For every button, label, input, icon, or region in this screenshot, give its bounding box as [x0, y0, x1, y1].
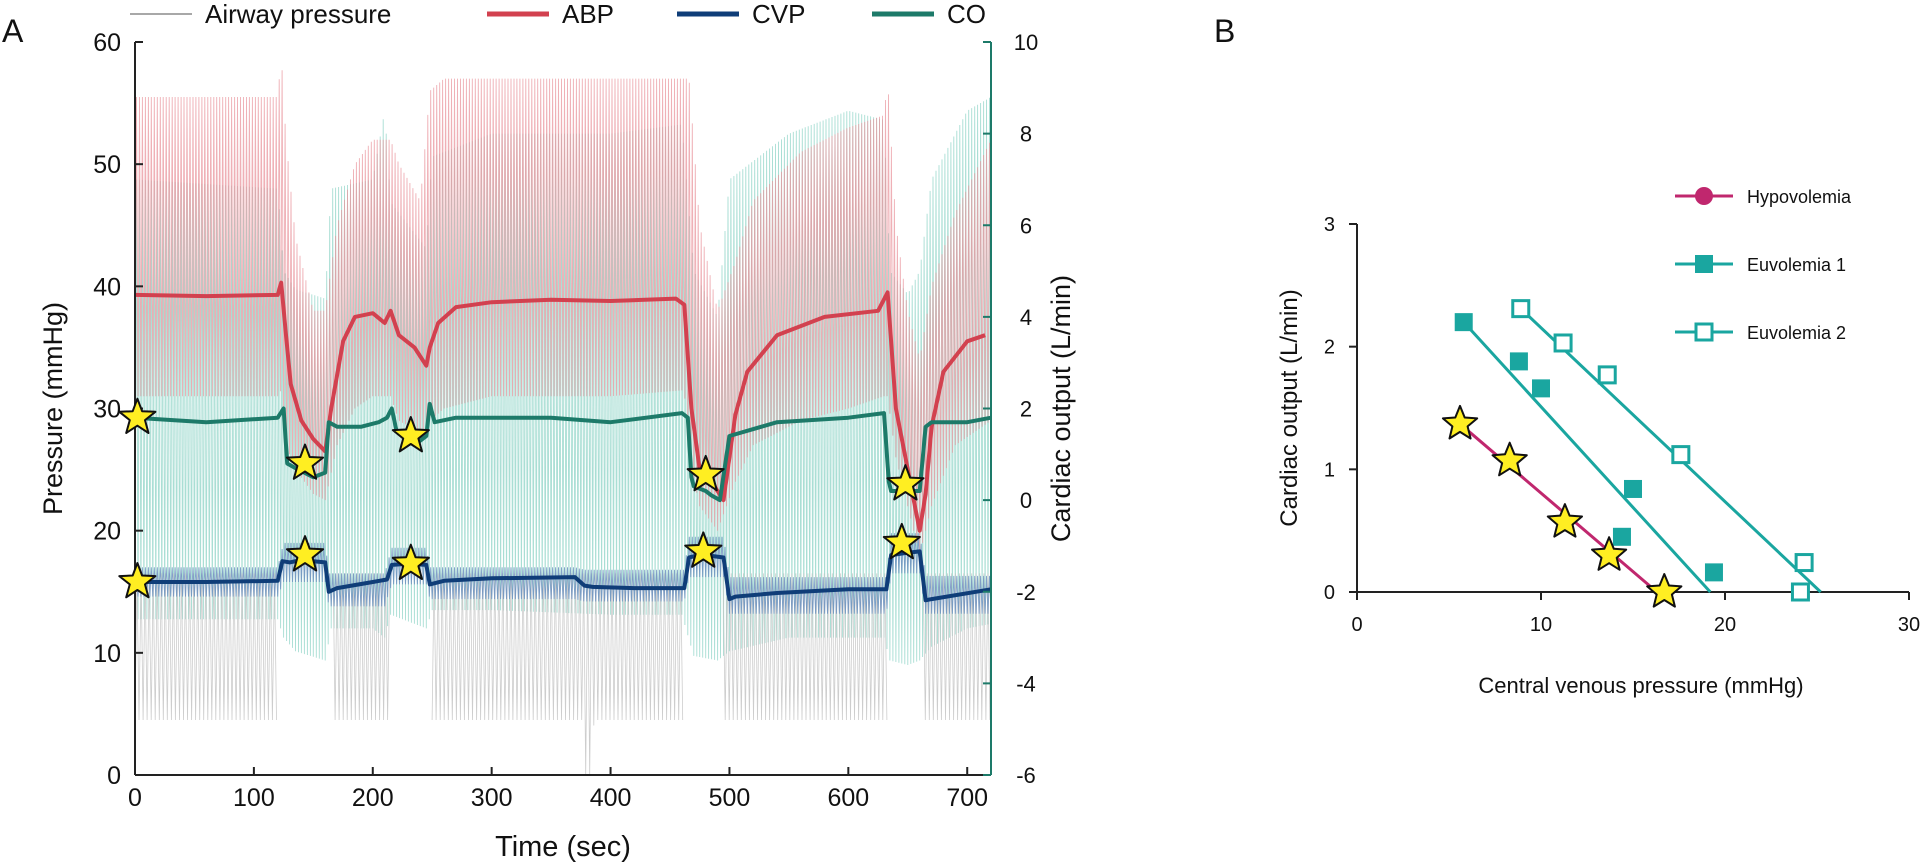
star-marker	[118, 562, 157, 599]
b-x-tick-label: 10	[1530, 614, 1552, 636]
legend-label-abp: ABP	[562, 0, 614, 29]
b-y-axis-title: Cardiac output (L/min)	[1276, 289, 1303, 526]
star-marker	[391, 416, 430, 453]
band-abp	[134, 70, 992, 556]
b-x-tick-label: 20	[1714, 614, 1736, 636]
y2-tick-label: 0	[1020, 488, 1032, 513]
y2-tick-label: 10	[1014, 30, 1038, 55]
fit-line-euvolemia-1	[1462, 321, 1712, 594]
star-marker	[684, 531, 723, 568]
b-y-tick-label: 3	[1324, 214, 1335, 236]
trace-co	[134, 401, 992, 503]
y2-axis-title: Cardiac output (L/min)	[1046, 275, 1076, 542]
star-marker	[686, 454, 725, 492]
star-marker	[886, 464, 925, 501]
y2-tick-label: 8	[1020, 122, 1032, 147]
x-axis-title: Time (sec)	[495, 831, 631, 863]
data-point-euvolemia-2	[1671, 445, 1691, 465]
b-legend-marker	[1695, 255, 1713, 273]
legend-label-airway-pressure: Airway pressure	[205, 0, 391, 29]
b-y-tick-label: 2	[1324, 337, 1335, 359]
y-tick-label: 60	[93, 29, 121, 57]
star-marker	[1546, 503, 1583, 538]
trace-abp	[134, 280, 986, 533]
fit-line-euvolemia-2	[1519, 307, 1822, 594]
star-marker	[1441, 404, 1479, 440]
panel-b-label: B	[1214, 13, 1235, 49]
trace-cvp	[135, 549, 992, 603]
data-point-euvolemia-2	[1597, 365, 1617, 385]
b-y-tick-label: 0	[1324, 582, 1335, 604]
b-x-tick-label: 30	[1898, 614, 1920, 636]
x-tick-label: 700	[946, 784, 988, 812]
star-marker	[1491, 441, 1528, 477]
b-legend-marker	[1695, 187, 1713, 205]
y-tick-label: 10	[93, 640, 121, 668]
data-point-euvolemia-1	[1454, 313, 1473, 332]
y2-tick-label: 2	[1020, 397, 1032, 422]
y-axis-title: Pressure (mmHg)	[38, 302, 68, 515]
x-tick-label: 200	[352, 784, 394, 812]
b-x-tick-label: 0	[1351, 614, 1362, 636]
data-point-euvolemia-1	[1624, 479, 1642, 498]
y-tick-label: 20	[93, 518, 121, 546]
b-y-tick-label: 1	[1324, 459, 1335, 481]
data-point-euvolemia-1	[1532, 379, 1550, 398]
star-marker	[1591, 536, 1628, 571]
y2-tick-label: -6	[1016, 763, 1036, 788]
fit-line-hypovolemia	[1459, 422, 1658, 594]
b-x-axis-title: Central venous pressure (mmHg)	[1478, 673, 1803, 698]
star-marker	[1646, 573, 1683, 608]
star-marker	[285, 535, 325, 572]
data-point-euvolemia-2	[1553, 333, 1573, 353]
star-marker	[882, 522, 921, 560]
y-tick-label: 30	[93, 396, 121, 424]
x-tick-label: 300	[471, 784, 513, 812]
data-point-euvolemia-1	[1509, 352, 1528, 371]
x-tick-label: 400	[590, 784, 632, 812]
data-point-euvolemia-2	[1511, 299, 1531, 319]
y2-tick-label: -4	[1016, 671, 1036, 696]
star-marker	[285, 443, 325, 480]
y-tick-label: 50	[93, 151, 121, 179]
b-legend-label: Euvolemia 2	[1747, 323, 1846, 343]
panel-a-label: A	[2, 13, 24, 49]
x-tick-label: 0	[128, 784, 142, 812]
data-point-euvolemia-2	[1790, 582, 1810, 602]
y-tick-label: 40	[93, 273, 121, 301]
data-point-euvolemia-1	[1612, 527, 1631, 546]
y2-tick-label: 6	[1020, 213, 1032, 238]
data-point-euvolemia-1	[1704, 563, 1723, 582]
star-marker	[391, 543, 430, 580]
y-tick-label: 0	[107, 762, 121, 790]
y2-tick-label: -2	[1016, 580, 1036, 605]
b-legend-label: Euvolemia 1	[1747, 255, 1846, 275]
b-legend-label: Hypovolemia	[1747, 187, 1852, 207]
data-point-euvolemia-2	[1794, 553, 1814, 573]
star-marker	[118, 397, 157, 434]
b-legend-marker	[1694, 322, 1714, 342]
x-tick-label: 600	[827, 784, 869, 812]
legend-label-co: CO	[947, 0, 986, 29]
x-tick-label: 100	[233, 784, 275, 812]
legend-label-cvp: CVP	[752, 0, 805, 29]
band-airway-pressure	[134, 573, 991, 776]
x-tick-label: 500	[709, 784, 751, 812]
y2-tick-label: 4	[1020, 305, 1032, 330]
band-cvp	[134, 533, 992, 614]
